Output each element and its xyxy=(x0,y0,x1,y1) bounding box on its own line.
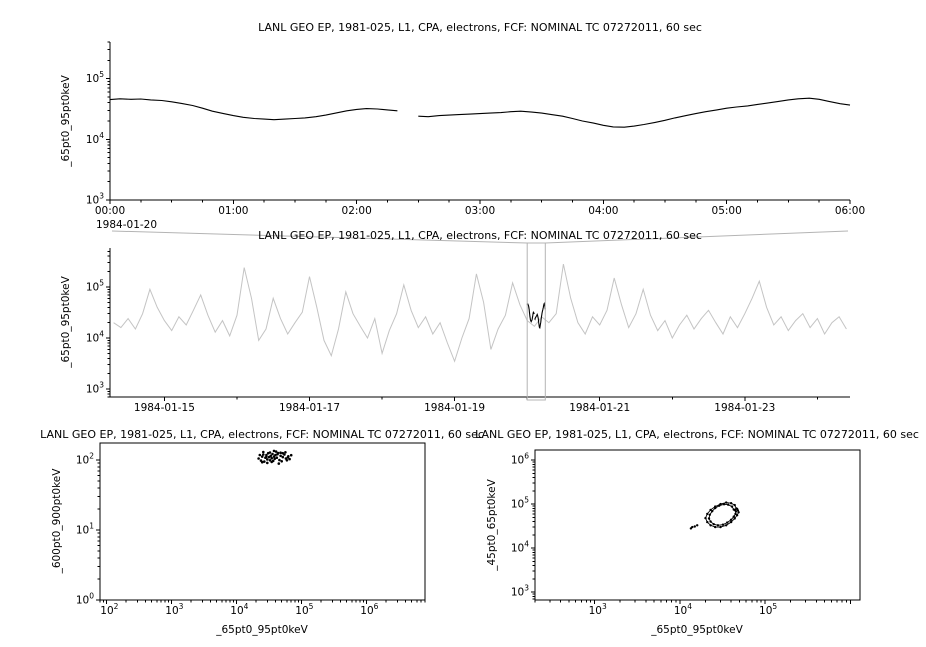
svg-text:103: 103 xyxy=(165,602,183,617)
svg-text:103: 103 xyxy=(511,584,529,599)
svg-text:100: 100 xyxy=(76,592,94,607)
svg-text:101: 101 xyxy=(76,522,94,537)
svg-text:104: 104 xyxy=(86,131,104,146)
top-xaxis-date-label: 1984-01-20 xyxy=(96,219,158,231)
svg-text:106: 106 xyxy=(511,452,529,467)
svg-text:103: 103 xyxy=(86,192,104,207)
top-plot-title: LANL GEO EP, 1981-025, L1, CPA, electron… xyxy=(258,21,702,34)
svg-text:104: 104 xyxy=(511,540,529,555)
top-plot-area[interactable] xyxy=(110,42,850,200)
svg-text:04:00: 04:00 xyxy=(588,205,618,217)
svg-text:104: 104 xyxy=(86,330,104,345)
overview-plot-area[interactable] xyxy=(110,248,850,397)
svg-text:105: 105 xyxy=(511,496,529,511)
scatter-right-yaxis-label: _45pt0_65pt0keV xyxy=(486,479,498,571)
svg-text:103: 103 xyxy=(86,381,104,396)
context-selection-box[interactable] xyxy=(527,243,546,400)
svg-text:104: 104 xyxy=(230,602,248,617)
svg-text:1984-01-23: 1984-01-23 xyxy=(714,402,775,414)
svg-text:1984-01-17: 1984-01-17 xyxy=(279,402,340,414)
svg-text:105: 105 xyxy=(86,70,104,85)
svg-text:02:00: 02:00 xyxy=(342,205,372,217)
svg-text:1984-01-21: 1984-01-21 xyxy=(569,402,630,414)
svg-text:00:00: 00:00 xyxy=(95,205,125,217)
scatter-left-title: LANL GEO EP, 1981-025, L1, CPA, electron… xyxy=(40,428,484,441)
top-yaxis-label: _65pt0_95pt0keV xyxy=(60,75,72,167)
scatter-right-plot-area[interactable] xyxy=(535,450,860,600)
svg-text:102: 102 xyxy=(100,602,118,617)
scatter-left-plot-area[interactable] xyxy=(100,443,425,600)
svg-text:103: 103 xyxy=(589,602,607,617)
svg-text:1984-01-15: 1984-01-15 xyxy=(134,402,195,414)
scatter-right-title: LANL GEO EP, 1981-025, L1, CPA, electron… xyxy=(475,428,919,441)
scatter-left-xaxis-label: _65pt0_95pt0keV xyxy=(216,624,308,636)
svg-text:06:00: 06:00 xyxy=(835,205,865,217)
svg-text:01:00: 01:00 xyxy=(218,205,248,217)
svg-text:05:00: 05:00 xyxy=(712,205,742,217)
svg-text:106: 106 xyxy=(360,602,378,617)
svg-text:104: 104 xyxy=(674,602,692,617)
svg-text:102: 102 xyxy=(76,452,94,467)
svg-text:105: 105 xyxy=(295,602,313,617)
svg-text:105: 105 xyxy=(759,602,777,617)
svg-text:105: 105 xyxy=(86,278,104,293)
overview-yaxis-label: _65pt0_95pt0keV xyxy=(60,276,72,368)
overview-plot-title: LANL GEO EP, 1981-025, L1, CPA, electron… xyxy=(258,229,702,242)
scatter-right-xaxis-label: _65pt0_95pt0keV xyxy=(651,624,743,636)
svg-text:03:00: 03:00 xyxy=(465,205,495,217)
svg-text:1984-01-19: 1984-01-19 xyxy=(424,402,485,414)
scatter-left-yaxis-label: _600pt0_900pt0keV xyxy=(51,468,63,574)
